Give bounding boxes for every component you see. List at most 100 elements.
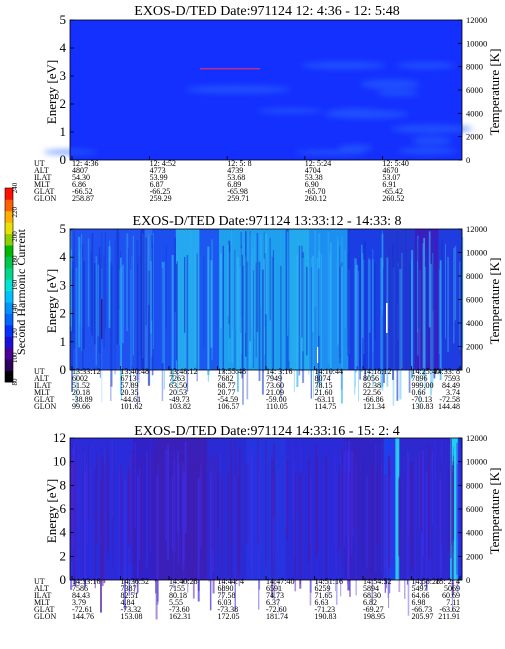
heatmap-cell [337, 240, 340, 344]
heatmap-cell [239, 447, 241, 559]
heatmap-cell [395, 438, 400, 580]
y2-tick-label: 10000 [466, 38, 487, 48]
panel-3-plot-area [69, 437, 463, 620]
heatmap-cell [316, 257, 318, 391]
ephemeris-cell: 258.87 [72, 194, 94, 203]
heatmap-cell [439, 473, 442, 574]
ephemeris-cell: 80.18 [169, 591, 187, 600]
ephemeris-cell: 14:54:52 [363, 577, 391, 586]
heatmap-cell [432, 253, 434, 387]
heatmap-cell [349, 471, 351, 597]
heatmap-cell [356, 440, 359, 533]
heatmap-cell [405, 230, 407, 371]
heatmap-cell [127, 247, 129, 329]
heatmap-cell [193, 248, 195, 366]
colorbar-swatch [5, 245, 13, 257]
heatmap-cell [119, 269, 120, 346]
ephemeris-cell: 144.76 [72, 612, 94, 621]
ephemeris-cell: 162.31 [169, 612, 191, 621]
heatmap-cell [132, 448, 134, 547]
y2-tick-label: 2000 [466, 551, 483, 561]
y2-tick-label: 2000 [466, 342, 483, 352]
ephemeris-cell: -44.61 [121, 395, 142, 404]
ephemeris-cell: 77.58 [218, 591, 236, 600]
y2-tick-label: 4000 [466, 108, 483, 118]
heatmap-cell [132, 438, 157, 580]
y2-tick-label: 6000 [466, 295, 483, 305]
heatmap-cell [85, 465, 88, 545]
ephemeris-cell: 7896 [412, 374, 428, 383]
y-tick-label: 4 [60, 249, 67, 264]
heatmap-cell [249, 230, 251, 342]
heatmap-cell [278, 479, 279, 616]
y-tick-label: 0 [60, 572, 67, 587]
heatmap-cell [75, 444, 77, 560]
heatmap-cell [415, 457, 417, 586]
heatmap-cell [118, 470, 120, 576]
heatmap-cell [126, 233, 129, 331]
heatmap-cell [87, 238, 90, 327]
ephemeris-cell: 20.18 [72, 388, 90, 397]
heatmap-cell [287, 231, 289, 336]
colorbar-swatch [5, 370, 13, 383]
heatmap-cell [101, 232, 103, 346]
ephemeris-cell: 6002 [72, 374, 88, 383]
heatmap-cell [317, 268, 320, 383]
ephemeris-cell: 64.66 [412, 591, 430, 600]
heatmap-cell [108, 246, 111, 328]
ephemeris-cell: -72.60 [266, 605, 287, 614]
y2-tick-label: 0 [466, 365, 470, 375]
heatmap-cell [261, 269, 264, 395]
y-tick-label: 6 [60, 501, 67, 516]
heatmap-cell [87, 443, 90, 521]
heatmap-cell [419, 451, 421, 531]
heatmap-cell [174, 237, 176, 312]
ephemeris-cell: 14:33: 8 [434, 367, 460, 376]
heatmap-cell [171, 255, 174, 385]
heatmap-cell [392, 242, 394, 380]
ephemeris-row-label: ILAT [34, 591, 51, 600]
heatmap-cell [258, 261, 261, 381]
y2-tick-label: 10000 [466, 457, 487, 467]
heatmap-cell [101, 457, 104, 587]
heatmap-cell [296, 255, 299, 387]
heatmap-cell [211, 455, 214, 550]
heatmap-cell [151, 235, 154, 321]
ephemeris-cell: 4670 [382, 166, 398, 175]
heatmap-cell [251, 247, 254, 365]
heatmap-cell [273, 467, 276, 600]
heatmap-cell [381, 441, 383, 572]
heatmap-cell [355, 264, 358, 367]
colorbar-swatch [5, 313, 13, 326]
heatmap-cell [91, 233, 94, 337]
ephemeris-cell: 4807 [72, 166, 88, 175]
colorbar-swatch [5, 222, 13, 235]
heatmap-cell [406, 450, 409, 585]
colorbar-swatch [5, 188, 13, 200]
heatmap-cell [368, 258, 370, 379]
heatmap-cell [217, 455, 219, 529]
heatmap-cell [140, 234, 142, 354]
heatmap-cell [82, 244, 84, 371]
heatmap-cell [263, 259, 265, 355]
heatmap-cell [245, 231, 247, 357]
heatmap-cell [381, 258, 384, 391]
panel-3-y2label: Temperature [K] [487, 468, 502, 555]
heatmap-cell [310, 466, 311, 541]
ephemeris-cell: 110.05 [266, 402, 288, 411]
heatmap-cell [383, 267, 385, 383]
heatmap-cell [185, 85, 291, 94]
ephemeris-cell: -38.89 [72, 395, 93, 404]
heatmap-cell [375, 442, 377, 572]
heatmap-cell [145, 237, 147, 326]
heatmap-cell [120, 465, 122, 574]
y-tick-label: 1 [60, 334, 67, 349]
heatmap-cell [166, 449, 168, 558]
ephemeris-cell: 13:48:12 [169, 367, 197, 376]
ephemeris-cell: 20.77 [218, 388, 236, 397]
heatmap-cell [161, 268, 164, 401]
heatmap-cell [407, 452, 410, 535]
heatmap-cell [294, 149, 367, 156]
